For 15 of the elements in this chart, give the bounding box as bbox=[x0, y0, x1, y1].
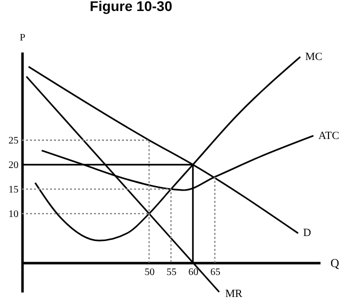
series-label: MR bbox=[225, 288, 243, 300]
x-axis-title: Q bbox=[330, 256, 340, 270]
series-label: ATC bbox=[318, 130, 340, 142]
series-label: D bbox=[303, 227, 312, 240]
y-tick-label: 10 bbox=[8, 209, 18, 220]
y-tick-label: 15 bbox=[8, 184, 18, 196]
series-label: MC bbox=[305, 50, 322, 63]
y-tick-label: 25 bbox=[8, 136, 18, 147]
chart-title: Figure 10-30 bbox=[90, 0, 172, 14]
x-tick-label: 60 bbox=[188, 267, 198, 278]
x-tick-label: 55 bbox=[166, 267, 176, 278]
y-tick-label: 20 bbox=[8, 160, 18, 172]
y-axis-title: P bbox=[20, 32, 26, 44]
x-tick-label: 50 bbox=[144, 267, 155, 278]
x-tick-label: 65 bbox=[210, 267, 220, 278]
